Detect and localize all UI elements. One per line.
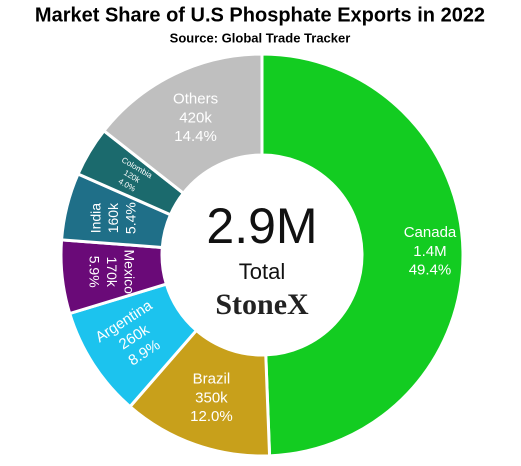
slice-label-line: Others [173, 91, 218, 108]
chart-subtitle: Source: Global Trade Tracker [170, 30, 351, 45]
slice-label-line: 5.4% [123, 202, 139, 234]
slice-label-line: 350k [195, 389, 228, 406]
slice [260, 52, 465, 458]
chart-title: Market Share of U.S Phosphate Exports in… [35, 4, 485, 26]
slice-label-line: 170k [104, 256, 120, 287]
slice-label: India 160k 5.4% [88, 202, 139, 234]
slice-label-line: 160k [105, 202, 121, 233]
slice-label-line: 49.4% [409, 262, 452, 279]
slice-label-line: Mexico [122, 249, 138, 294]
slice-label-line: 14.4% [174, 128, 217, 145]
slice [101, 52, 264, 196]
slice-label-line: 1.4M [413, 243, 446, 260]
slice-label-line: Brazil [193, 371, 231, 388]
brand-logo: StoneX [215, 288, 309, 321]
slice-label: Canada 1.4M 49.4% [404, 224, 457, 279]
slice-label-line: 420k [179, 109, 212, 126]
slice-label-line: 12.0% [190, 408, 233, 425]
slice-label-line: Canada [404, 224, 457, 241]
slice-label-line: 5.9% [87, 256, 103, 288]
total-value: 2.9M [206, 198, 317, 254]
slice-label-line: India [88, 203, 104, 234]
total-caption: Total [239, 259, 285, 284]
